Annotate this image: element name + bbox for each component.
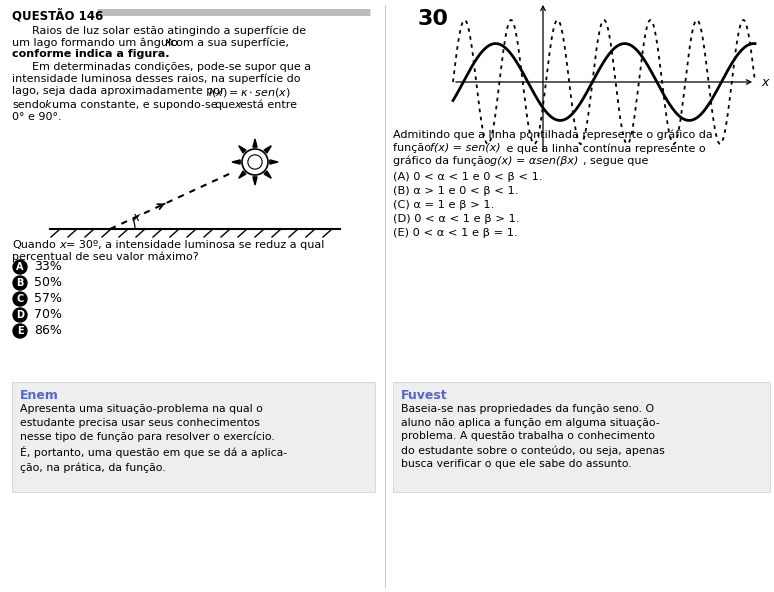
Text: (B) α > 1 e 0 < β < 1.: (B) α > 1 e 0 < β < 1.	[393, 186, 519, 196]
Circle shape	[13, 276, 27, 290]
FancyBboxPatch shape	[12, 382, 375, 492]
Text: Admitindo que a linha pontilhada represente o gráfico da: Admitindo que a linha pontilhada represe…	[393, 130, 713, 140]
Text: um lago formando um ângulo: um lago formando um ângulo	[12, 37, 178, 47]
Text: com a sua superfície,: com a sua superfície,	[170, 37, 289, 47]
Circle shape	[13, 308, 27, 322]
Text: Enem: Enem	[20, 389, 59, 402]
Polygon shape	[264, 171, 271, 178]
Text: (C) α = 1 e β > 1.: (C) α = 1 e β > 1.	[393, 200, 495, 210]
Text: função: função	[393, 143, 434, 153]
Text: 70%: 70%	[34, 308, 62, 321]
Text: Fuvest: Fuvest	[401, 389, 447, 402]
Polygon shape	[253, 139, 257, 147]
Text: (D) 0 < α < 1 e β > 1.: (D) 0 < α < 1 e β > 1.	[393, 214, 519, 224]
Circle shape	[13, 292, 27, 306]
Text: k: k	[45, 100, 52, 110]
Circle shape	[242, 149, 268, 175]
Text: x: x	[164, 37, 170, 47]
Text: percentual de seu valor máximo?: percentual de seu valor máximo?	[12, 252, 199, 262]
Text: x: x	[761, 76, 769, 88]
Polygon shape	[238, 171, 246, 178]
Text: 57%: 57%	[34, 292, 62, 305]
Text: g(x) = αsen(βx): g(x) = αsen(βx)	[490, 156, 578, 166]
Text: (A) 0 < α < 1 e 0 < β < 1.: (A) 0 < α < 1 e 0 < β < 1.	[393, 172, 543, 182]
Text: que: que	[214, 100, 235, 110]
Polygon shape	[270, 160, 278, 164]
Text: gráfico da função: gráfico da função	[393, 156, 494, 166]
Text: 33%: 33%	[34, 260, 62, 274]
Text: f(x) = sen(x): f(x) = sen(x)	[430, 143, 501, 153]
Polygon shape	[264, 146, 271, 153]
Text: QUESTÃO 146: QUESTÃO 146	[12, 9, 103, 22]
Text: $I(x) = \kappa \cdot sen(x)$: $I(x) = \kappa \cdot sen(x)$	[208, 86, 291, 99]
Text: sendo: sendo	[12, 100, 46, 110]
Text: lago, seja dada aproximadamente por: lago, seja dada aproximadamente por	[12, 86, 224, 96]
Text: 50%: 50%	[34, 276, 62, 289]
Text: 0° e 90°.: 0° e 90°.	[12, 112, 62, 122]
Text: C: C	[16, 294, 24, 304]
Text: (E) 0 < α < 1 e β = 1.: (E) 0 < α < 1 e β = 1.	[393, 228, 518, 238]
Text: 30: 30	[418, 9, 449, 29]
Text: B: B	[16, 278, 24, 288]
Text: Quando: Quando	[12, 240, 56, 250]
Text: x: x	[132, 211, 139, 224]
Circle shape	[13, 324, 27, 338]
Polygon shape	[238, 146, 246, 153]
Text: e que a linha contínua represente o: e que a linha contínua represente o	[503, 143, 706, 153]
Text: intensidade luminosa desses raios, na superfície do: intensidade luminosa desses raios, na su…	[12, 74, 300, 85]
Circle shape	[248, 155, 262, 169]
Text: D: D	[16, 310, 24, 320]
Text: conforme indica a figura.: conforme indica a figura.	[12, 49, 170, 59]
Text: = 30º, a intensidade luminosa se reduz a qual: = 30º, a intensidade luminosa se reduz a…	[66, 240, 324, 250]
Text: , segue que: , segue que	[583, 156, 649, 166]
Text: x: x	[59, 240, 66, 250]
Text: Apresenta uma situação-problema na qual o
estudante precisa usar seus conhecimen: Apresenta uma situação-problema na qual …	[20, 404, 287, 473]
Text: Em determinadas condições, pode-se supor que a: Em determinadas condições, pode-se supor…	[32, 62, 311, 72]
Text: Baseia-se nas propriedades da função seno. O
aluno não aplica a função em alguma: Baseia-se nas propriedades da função sen…	[401, 404, 665, 469]
Circle shape	[13, 260, 27, 274]
Text: 86%: 86%	[34, 324, 62, 337]
Polygon shape	[232, 160, 240, 164]
Text: x: x	[234, 100, 241, 110]
Text: está entre: está entre	[240, 100, 297, 110]
Text: uma constante, e supondo-se: uma constante, e supondo-se	[52, 100, 217, 110]
Text: Raios de luz solar estão atingindo a superfície de: Raios de luz solar estão atingindo a sup…	[32, 25, 307, 36]
FancyBboxPatch shape	[393, 382, 770, 492]
Polygon shape	[253, 177, 257, 185]
Text: E: E	[17, 326, 23, 336]
Text: A: A	[16, 262, 24, 272]
